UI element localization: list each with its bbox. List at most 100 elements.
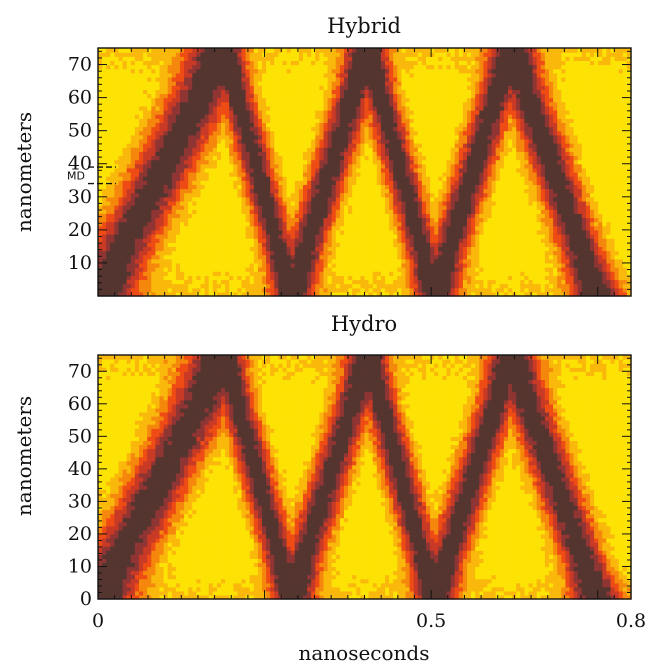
heat-cell [401,138,407,144]
heat-cell [249,205,255,210]
heat-cell [430,56,435,61]
heat-cell [364,72,370,78]
heat-cell [335,64,341,70]
heat-cell [290,134,296,140]
heat-cell [114,114,120,119]
heat-cell [147,130,152,136]
heat-cell [253,217,259,223]
heat-cell [180,200,185,206]
heat-cell [397,275,402,281]
heat-cell [294,225,300,231]
heat-cell [319,122,325,128]
heat-cell [372,234,378,239]
heat-cell [208,93,214,99]
heat-cell [147,56,152,61]
heat-cell [180,267,185,272]
heat-cell [303,60,308,66]
heat-cell [200,56,206,61]
heat-cell [192,76,197,82]
heat-cell [184,64,189,70]
heat-cell [360,234,366,239]
heat-cell [200,229,206,235]
heat-cell [274,159,279,165]
heat-cell [257,209,263,214]
heat-cell [102,76,107,82]
heat-cell [315,221,320,227]
heat-cell [311,188,316,194]
heat-cell [339,97,345,103]
heat-cell [114,234,120,239]
heat-cell [200,262,206,268]
heat-cell [155,147,161,152]
heat-cell [417,209,423,214]
heat-cell [249,180,255,185]
heat-cell [352,52,357,57]
heat-cell [147,254,152,260]
heat-cell [130,246,136,252]
heat-cell [311,196,316,202]
heat-cell [229,155,234,161]
heat-cell [303,151,308,157]
heat-cell [282,134,288,140]
heat-cell [233,250,238,256]
heat-cell [188,159,193,165]
heat-cell [134,151,140,157]
heat-cell [102,254,107,260]
heat-cell [372,225,378,231]
heat-cell [426,85,431,90]
heat-cell [290,271,296,276]
heat-cell [102,85,107,90]
heat-cell [364,221,370,227]
heat-cell [286,93,292,99]
heat-cell [102,283,107,289]
heat-cell [180,225,185,231]
heat-cell [397,130,402,136]
heat-cell [163,134,169,140]
heat-cell [430,85,435,90]
heat-cell [241,262,247,268]
heat-cell [118,238,124,243]
heat-cell [167,118,173,123]
heat-cell [262,213,267,219]
heat-cell [102,234,107,239]
heat-cell [434,85,439,90]
heat-cell [180,287,185,293]
heat-cell [413,234,419,239]
heat-cell [339,167,345,173]
heat-cell [368,122,374,128]
heat-cell [237,138,243,144]
heat-cell [147,209,152,214]
heat-cell [348,258,353,264]
heat-cell [196,271,202,276]
heat-cell [319,147,325,152]
heat-cell [413,134,419,140]
heat-cell [98,89,103,95]
heat-cell [331,126,337,132]
heat-cell [180,234,185,239]
heat-cell [298,143,304,148]
heat-cell [241,130,247,136]
heat-cell [368,138,374,144]
heat-cell [405,101,411,107]
heat-cell [163,60,169,66]
heat-cell [266,151,271,157]
heat-cell [225,60,230,66]
heat-cell [417,184,423,190]
heat-cell [196,155,202,161]
heat-cell [323,64,329,70]
heat-cell [376,56,382,61]
heat-cell [434,93,439,99]
heat-cell [262,205,267,210]
heat-cell [352,68,357,74]
heat-cell [335,126,341,132]
heat-cell [409,221,415,227]
heat-cell [245,258,251,264]
heat-cell [163,155,169,161]
heat-cell [257,118,263,123]
heat-cell [434,262,439,268]
heat-cell [175,229,181,235]
heat-cell [274,172,279,177]
heat-cell [417,89,423,95]
heat-cell [229,246,234,252]
heat-cell [282,287,288,293]
